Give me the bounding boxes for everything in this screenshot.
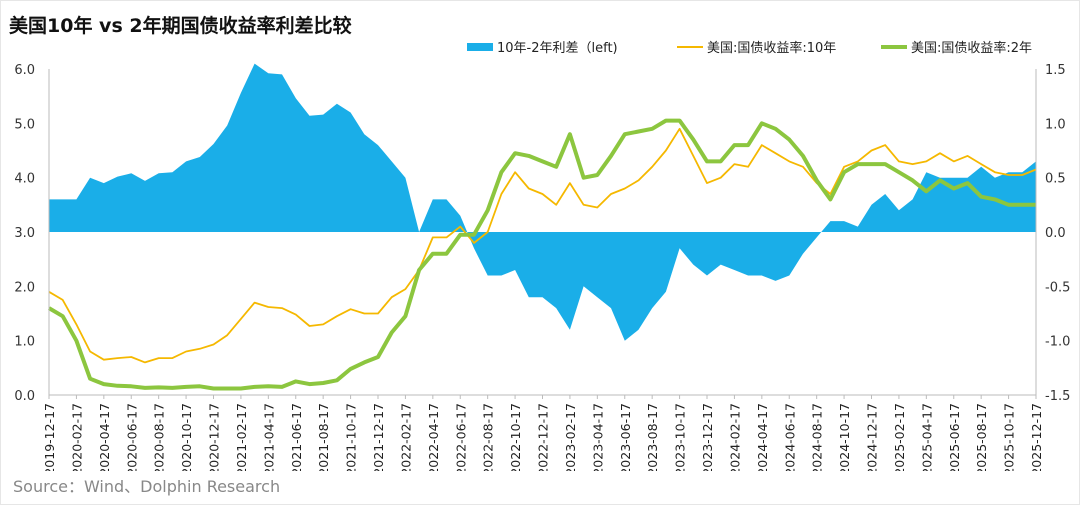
right-tick-label: 0.5 [1045,172,1066,187]
legend-label: 美国:国债收益率:2年 [911,40,1032,56]
x-tick-label: 2022-02-17 [398,403,413,471]
x-tick-label: 2025-02-17 [892,403,907,471]
spread-area [49,63,1036,341]
x-tick-label: 2020-12-17 [207,403,222,471]
right-tick-label: 1.5 [1045,63,1066,78]
x-tick-label: 2023-02-17 [563,403,578,471]
x-tick-label: 2021-06-17 [289,403,304,471]
x-tick-label: 2020-10-17 [179,403,194,471]
x-tick-label: 2023-08-17 [645,403,660,471]
x-tick-label: 2022-08-17 [481,403,496,471]
x-tick-label: 2022-12-17 [536,403,551,471]
x-tick-label: 2022-04-17 [426,403,441,471]
x-tick-label: 2024-08-17 [810,403,825,471]
x-tick-label: 2023-12-17 [700,403,715,471]
left-tick-label: 6.0 [14,63,35,78]
x-tick-label: 2021-12-17 [371,403,386,471]
x-tick-label: 2024-10-17 [837,403,852,471]
x-tick-label: 2025-10-17 [1002,403,1017,471]
x-tick-label: 2024-02-17 [727,403,742,471]
x-tick-label: 2024-06-17 [782,403,797,471]
left-tick-label: 5.0 [14,117,35,132]
x-tick-label: 2022-10-17 [508,403,523,471]
yield-10y-line [48,127,1037,364]
legend-label: 美国:国债收益率:10年 [707,40,836,56]
x-tick-label: 2021-08-17 [316,403,331,471]
right-tick-label: -1.0 [1045,335,1070,350]
x-tick-label: 2021-04-17 [261,403,276,471]
x-tick-label: 2021-02-17 [234,403,249,471]
left-tick-label: 3.0 [14,226,35,241]
x-tick-label: 2023-06-17 [618,403,633,471]
x-tick-label: 2020-08-17 [152,403,167,471]
yield-2y-line [47,118,1036,391]
legend-swatch-spread [467,43,493,51]
chart-title: 美国10年 vs 2年期国债收益率利差比较 [9,15,352,37]
x-tick-label: 2020-04-17 [97,403,112,471]
right-tick-label: -0.5 [1045,280,1070,295]
legend-item: 美国:国债收益率:10年 [677,40,836,56]
legend-item: 10年-2年利差（left) [467,41,618,56]
left-tick-label: 0.0 [14,389,35,404]
x-tick-label: 2024-04-17 [755,403,770,471]
right-tick-label: -1.5 [1045,389,1070,404]
source-note: Source：Wind、Dolphin Research [13,477,281,496]
x-tick-label: 2019-12-17 [42,403,57,471]
x-tick-label: 2023-10-17 [673,403,688,471]
x-tick-label: 2021-10-17 [344,403,359,471]
x-tick-label: 2022-06-17 [453,403,468,471]
x-tick-label: 2020-02-17 [69,403,84,471]
x-tick-label: 2025-06-17 [947,403,962,471]
x-tick-label: 2024-12-17 [865,403,880,471]
x-tick-label: 2020-06-17 [124,403,139,471]
x-tick-label: 2025-08-17 [974,403,989,471]
x-tick-label: 2025-04-17 [919,403,934,471]
left-tick-label: 2.0 [14,280,35,295]
legend-item: 美国:国债收益率:2年 [881,40,1032,56]
right-tick-label: 0.0 [1045,226,1066,241]
legend-label: 10年-2年利差（left) [497,41,618,56]
left-tick-label: 4.0 [14,172,35,187]
right-tick-label: 1.0 [1045,117,1066,132]
chart-svg: 0.0 1.0 2.0 3.0 4.0 5.0 6.0 -1.5 -1.0 -0.5 0.0 0.5 1… [14,40,1070,471]
x-tick-label: 2025-12-17 [1029,403,1044,471]
x-tick-label: 2023-04-17 [590,403,605,471]
left-tick-label: 1.0 [14,335,35,350]
